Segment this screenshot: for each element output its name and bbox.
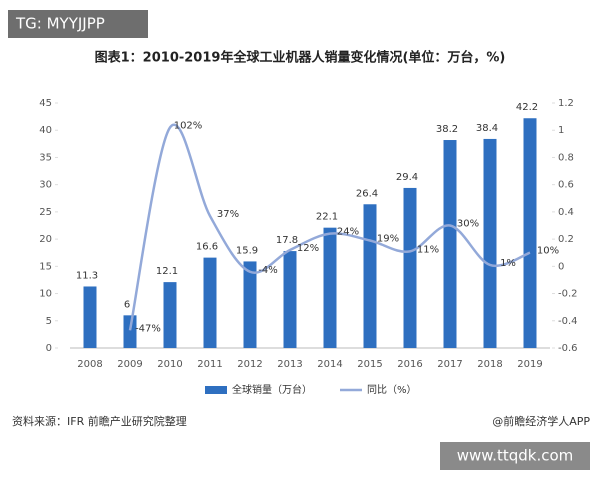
data-label: 37% [217, 209, 239, 220]
legend-swatch [205, 386, 227, 394]
y-tick-label: 40 [39, 125, 52, 136]
y-tick-label: 35 [39, 152, 52, 163]
data-label: 12% [297, 243, 319, 254]
bar [203, 257, 217, 348]
data-label: 6 [124, 299, 130, 310]
data-label: -4% [258, 265, 277, 276]
y-tick-label: 0 [46, 343, 52, 354]
y-tick-label: 25 [39, 207, 52, 218]
watermark: TG: MYYJJPP [15, 15, 105, 33]
y2-tick-label: 0.8 [558, 152, 574, 163]
credit: @前瞻经济学人APP [492, 414, 590, 428]
y2-tick-label: -0.4 [558, 316, 578, 327]
y-tick-label: 5 [46, 316, 52, 327]
x-tick-label: 2016 [397, 359, 422, 370]
y2-tick-label: -0.2 [558, 289, 578, 300]
x-tick-label: 2019 [517, 359, 542, 370]
legend-label: 全球销量（万台） [232, 383, 312, 396]
y-tick-label: 10 [39, 289, 52, 300]
data-label: -47% [135, 323, 161, 334]
x-tick-label: 2014 [317, 359, 342, 370]
bar [363, 204, 377, 348]
bar [523, 118, 537, 348]
x-tick-label: 2009 [117, 359, 142, 370]
y2-tick-label: 0.4 [558, 207, 574, 218]
data-label: 16.6 [196, 242, 218, 253]
watermark-box [8, 10, 148, 38]
y2-tick-label: 0.2 [558, 234, 574, 245]
data-label: 1% [500, 258, 516, 269]
chart-title: 图表1：2010-2019年全球工业机器人销量变化情况(单位：万台，%) [95, 50, 506, 66]
bar [83, 286, 97, 348]
bar [403, 187, 417, 348]
data-label: 38.4 [476, 123, 498, 134]
bar [483, 138, 497, 348]
y-tick-label: 20 [39, 234, 52, 245]
x-tick-label: 2011 [197, 359, 222, 370]
data-label: 12.1 [156, 266, 178, 277]
x-tick-label: 2018 [477, 359, 502, 370]
data-label: 19% [377, 233, 399, 244]
data-label: 38.2 [436, 124, 458, 135]
y2-tick-label: 1 [558, 125, 564, 136]
x-tick-label: 2017 [437, 359, 462, 370]
data-label: 24% [337, 227, 359, 238]
data-label: 30% [457, 219, 479, 230]
data-label: 11.3 [76, 270, 98, 281]
bar [443, 140, 457, 348]
data-label: 22.1 [316, 212, 338, 223]
source: 资料来源：IFR 前瞻产业研究院整理 [12, 414, 187, 428]
bar [323, 227, 337, 348]
x-tick-label: 2008 [77, 359, 102, 370]
x-tick-label: 2012 [237, 359, 262, 370]
bar [123, 315, 137, 348]
y-tick-label: 15 [39, 261, 52, 272]
data-label: 29.4 [396, 172, 418, 183]
y2-tick-label: -0.6 [558, 343, 578, 354]
data-label: 11% [417, 244, 439, 255]
data-label: 17.8 [276, 235, 298, 246]
legend-label: 同比（%） [367, 384, 417, 396]
bar [283, 251, 297, 348]
data-label: 15.9 [236, 245, 258, 256]
y2-tick-label: 0 [558, 261, 564, 272]
data-label: 10% [537, 246, 559, 257]
x-tick-label: 2013 [277, 359, 302, 370]
bar [163, 282, 177, 348]
y-tick-label: 30 [39, 180, 52, 191]
y-tick-label: 45 [39, 98, 52, 109]
x-tick-label: 2015 [357, 359, 382, 370]
y2-tick-label: 0.6 [558, 180, 574, 191]
watermark-box [440, 442, 590, 470]
watermark: www.ttqdk.com [457, 447, 574, 465]
data-label: 102% [174, 121, 203, 132]
y2-tick-label: 1.2 [558, 98, 574, 109]
x-tick-label: 2010 [157, 359, 182, 370]
data-label: 42.2 [516, 102, 538, 113]
bar [243, 261, 257, 348]
line [128, 123, 531, 331]
data-label: 26.4 [356, 188, 378, 199]
